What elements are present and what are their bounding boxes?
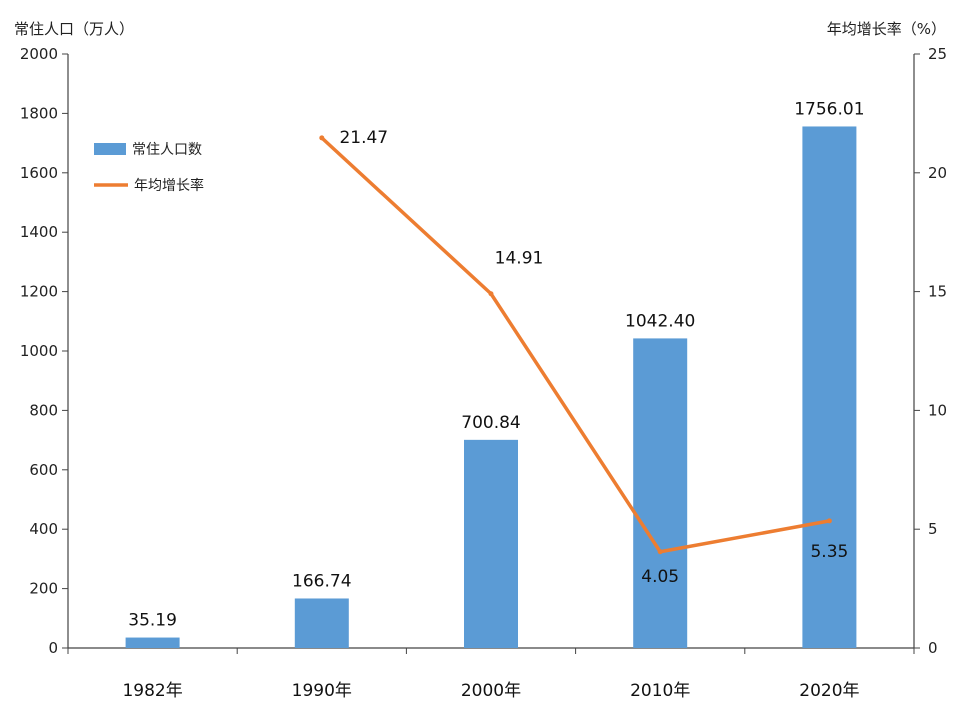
right-tick-label: 20: [928, 164, 947, 182]
x-tick-label: 2000年: [461, 681, 521, 701]
left-tick-label: 400: [29, 520, 58, 538]
left-tick-label: 800: [29, 401, 58, 419]
x-tick-label: 2010年: [630, 681, 690, 701]
left-axis-title: 常住人口（万人）: [14, 20, 134, 38]
left-tick-label: 1800: [20, 104, 58, 122]
legend-label-bar: 常住人口数: [132, 142, 202, 158]
right-tick-label: 10: [928, 401, 947, 419]
line-value-label: 5.35: [810, 542, 848, 562]
line-value-label: 4.05: [641, 567, 679, 587]
bar: [802, 126, 857, 648]
left-tick-label: 200: [29, 580, 58, 598]
growth-rate-line: [320, 136, 830, 554]
right-tick-label: 15: [928, 283, 947, 301]
bar-value-label: 1042.40: [625, 311, 695, 331]
line-point: [319, 135, 325, 141]
left-tick-label: 1400: [20, 223, 58, 241]
line-point: [657, 549, 663, 555]
x-tick-label: 1982年: [122, 681, 182, 701]
right-tick-label: 0: [928, 639, 938, 657]
bar: [633, 338, 688, 648]
line-point: [488, 291, 494, 297]
bar-series: [125, 126, 857, 648]
left-tick-label: 1600: [20, 164, 58, 182]
legend-label-line: 年均增长率: [134, 177, 204, 194]
left-tick-label: 2000: [20, 45, 58, 63]
left-tick-label: 1000: [20, 342, 58, 360]
left-tick-label: 600: [29, 461, 58, 479]
right-tick-label: 5: [928, 520, 938, 538]
bar-value-label: 35.19: [128, 611, 177, 631]
x-tick-label: 1990年: [292, 681, 352, 701]
legend-swatch-bar: [94, 143, 126, 155]
left-tick-label: 0: [48, 639, 58, 657]
bar-value-label: 166.74: [292, 571, 351, 591]
right-axis-title: 年均增长率（%）: [827, 20, 946, 38]
line-value-label: 14.91: [495, 249, 544, 269]
bar-value-label: 1756.01: [794, 99, 864, 119]
bar: [125, 637, 180, 648]
bar: [294, 598, 349, 648]
x-tick-label: 2020年: [799, 681, 859, 701]
bar: [464, 439, 518, 648]
bar-value-label: 700.84: [461, 413, 520, 433]
axes: 0 200 400 600 800 1000 1200 1400 1600 1800 2000 0 5 1…: [20, 45, 947, 701]
right-tick-label: 25: [928, 45, 947, 63]
left-tick-label: 1200: [20, 283, 58, 301]
line-series: [319, 135, 832, 555]
line-point: [826, 518, 832, 524]
line-value-label: 21.47: [339, 128, 388, 148]
data-labels: 35.19 166.74 700.84 1042.40 1756.01 21.47 14.9…: [128, 99, 864, 630]
